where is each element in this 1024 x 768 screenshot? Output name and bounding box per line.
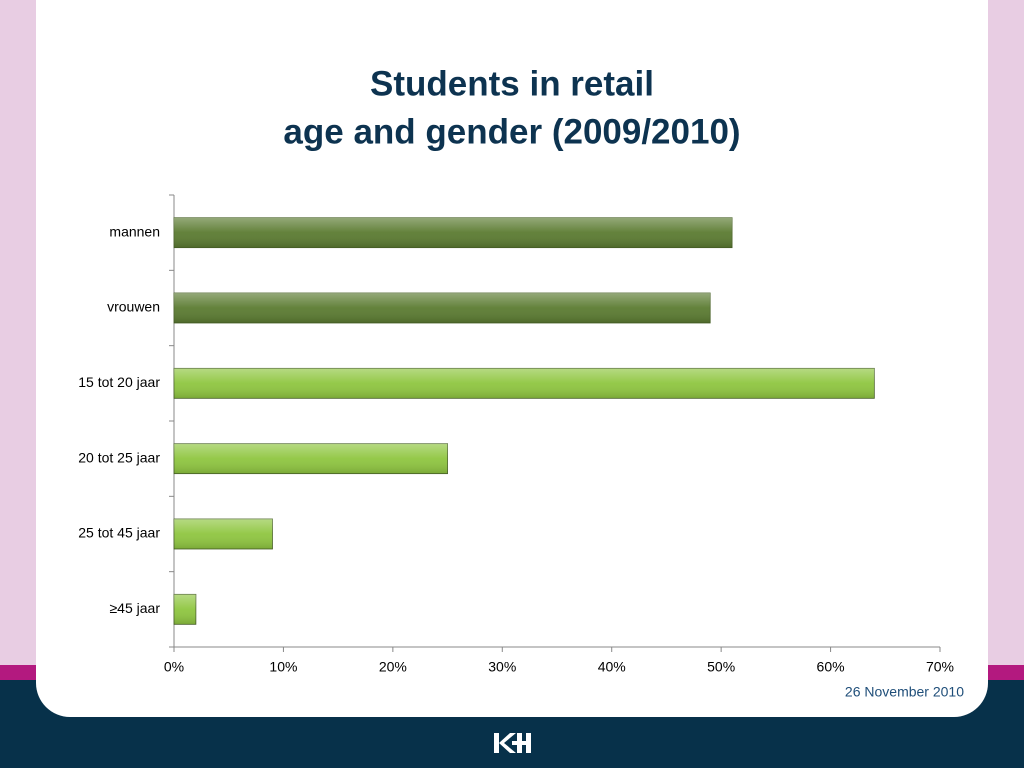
bar-shine [174,519,273,549]
x-tick-label: 60% [817,659,845,675]
x-tick-label: 40% [598,659,626,675]
side-strip [0,0,36,665]
y-tick-label: ≥45 jaar [110,600,161,616]
x-tick-label: 50% [707,659,735,675]
x-tick-label: 20% [379,659,407,675]
bar-shine [174,217,733,248]
y-tick-label: mannen [109,223,160,239]
y-tick-label: vrouwen [107,299,160,315]
y-tick-label: 20 tot 25 jaar [78,449,160,465]
x-tick-label: 10% [269,659,297,675]
y-tick-label: 25 tot 45 jaar [78,525,160,541]
bar-shine [174,594,196,625]
x-tick-label: 70% [926,659,954,675]
chart-title: Students in retail [370,64,654,103]
logo [494,733,531,753]
plot: 0% 10% 20% 30% 40% 50% 60% 70% mannen vrouwen 15 t… [78,194,954,675]
bar-shine [174,443,448,474]
bar-shine [174,293,711,323]
x-tick-label: 30% [488,659,516,675]
chart-title: age and gender (2009/2010) [283,112,740,151]
bar-shine [174,368,875,399]
content-panel [36,0,988,717]
side-strip [988,0,1024,665]
footer-date: 26 November 2010 [845,684,964,700]
x-tick-label: 0% [164,659,184,675]
y-tick-label: 15 tot 20 jaar [78,374,160,390]
